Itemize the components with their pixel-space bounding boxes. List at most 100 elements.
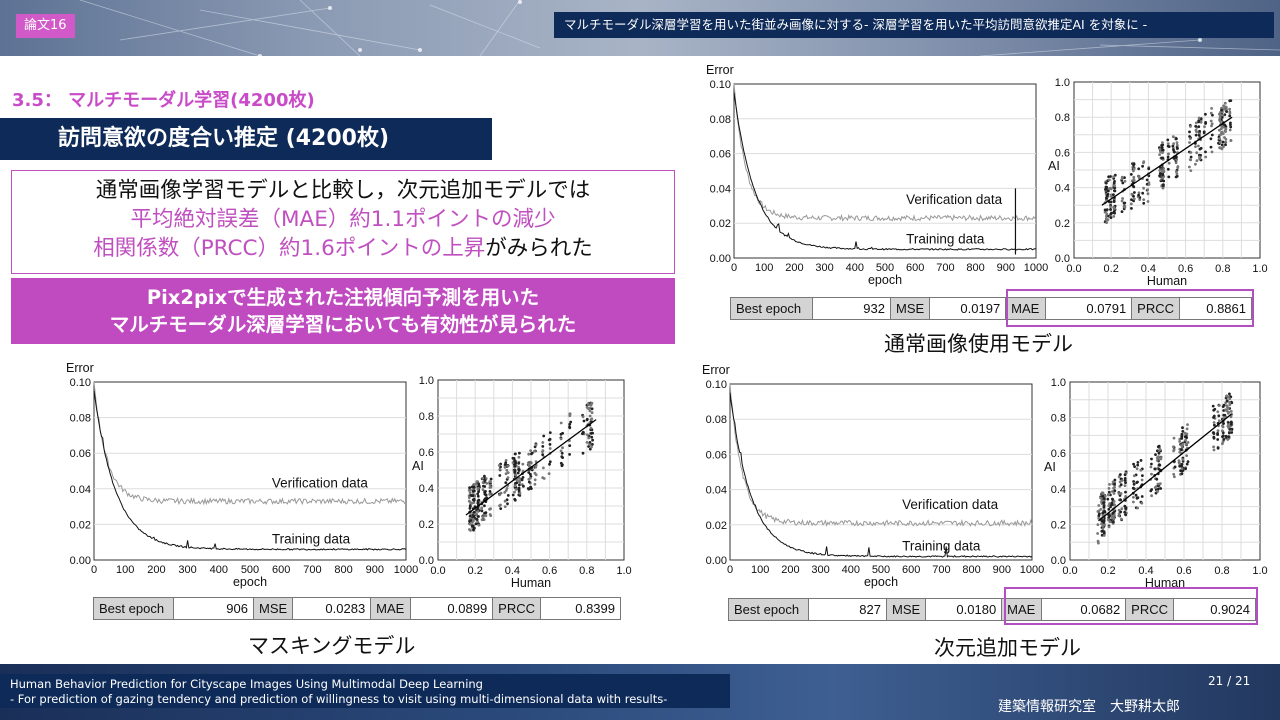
- scatter-point: [1175, 172, 1179, 176]
- scatter-chart-normal: 0.00.0 0.2 0.2 0.4 0.4 0.6 0.6 0.8 0.8 1.0 1.0 AI Hu…: [1048, 77, 1268, 288]
- scatter-point: [1149, 465, 1153, 469]
- scatter-point: [1195, 159, 1199, 162]
- scatter-point: [1216, 429, 1220, 433]
- x-tick-label: 600: [906, 262, 924, 274]
- mae-value: 0.0899: [410, 597, 494, 620]
- scatter-point: [503, 499, 507, 503]
- scatter-point: [527, 471, 531, 474]
- scatter-point: [1218, 137, 1221, 140]
- scatter-point: [518, 483, 521, 487]
- scatter-point: [1106, 497, 1110, 501]
- x-tick-label: 0.0: [1062, 565, 1077, 577]
- scatter-point: [1218, 118, 1221, 122]
- scatter-point: [517, 465, 520, 469]
- x-tick-label: 0.8: [1214, 565, 1229, 577]
- scatter-point: [1166, 142, 1170, 145]
- x-tick-label: 0.6: [542, 565, 557, 577]
- scatter-point: [514, 461, 518, 465]
- scatter-point: [581, 432, 584, 436]
- best-epoch-value: 827: [808, 598, 887, 621]
- scatter-point: [517, 476, 521, 480]
- scatter-point: [1132, 175, 1136, 179]
- scatter-point: [1112, 500, 1116, 503]
- scatter-point: [1218, 141, 1222, 144]
- scatter-point: [1212, 445, 1215, 449]
- scatter-point: [1155, 456, 1159, 460]
- scatter-chart-masking: 0.00.0 0.2 0.2 0.4 0.4 0.6 0.6 0.8 0.8 1.0 1.0 AI Hu…: [412, 375, 632, 590]
- scatter-point: [518, 451, 521, 455]
- metrics-table-normal: Best epoch 932 MSE 0.0197 MAE 0.0791 PRC…: [730, 297, 1252, 320]
- highlight-dimension: [1004, 587, 1258, 625]
- scatter-point: [1167, 152, 1170, 156]
- mse-label: MSE: [252, 597, 294, 620]
- scatter-point: [1188, 158, 1192, 161]
- scatter-point: [471, 489, 475, 493]
- scatter-point: [1157, 451, 1161, 455]
- scatter-point: [1140, 495, 1144, 498]
- scatter-point: [1180, 467, 1184, 470]
- scatter-point: [1216, 438, 1220, 441]
- scatter-point: [1229, 121, 1232, 125]
- x-tick-label: 0.6: [1176, 565, 1191, 577]
- y-tick-label: 0.02: [70, 519, 91, 531]
- scatter-point: [1229, 125, 1233, 129]
- scatter-point: [542, 477, 546, 480]
- scatter-point: [1142, 186, 1145, 190]
- scatter-point: [1108, 520, 1112, 524]
- x-axis-title: Human: [1147, 274, 1187, 288]
- y-tick-label: 0.8: [419, 411, 434, 423]
- scatter-point: [1158, 172, 1162, 175]
- x-tick-label: 0.4: [1138, 565, 1153, 577]
- scatter-point: [1227, 423, 1230, 427]
- scatter-point: [1210, 107, 1213, 110]
- scatter-point: [517, 488, 521, 492]
- scatter-point: [1102, 500, 1106, 504]
- scatter-point: [529, 485, 532, 489]
- x-tick-label: 500: [872, 564, 890, 576]
- scatter-point: [477, 515, 480, 518]
- scatter-point: [468, 486, 471, 490]
- scatter-point: [1158, 482, 1162, 485]
- scatter-point: [499, 507, 503, 510]
- scatter-point: [1098, 512, 1101, 516]
- verification-label: Verification data: [902, 497, 999, 512]
- y-tick-label: 0.2: [1051, 519, 1066, 531]
- scatter-point: [1222, 422, 1225, 425]
- scatter-point: [506, 494, 510, 497]
- metrics-row: Best epoch 906 MSE 0.0283 MAE 0.0899 PRC…: [93, 597, 621, 620]
- scatter-point: [1221, 140, 1225, 144]
- scatter-point: [1121, 197, 1124, 200]
- scatter-point: [518, 492, 522, 495]
- scatter-point: [1124, 481, 1127, 484]
- scatter-point: [1220, 429, 1224, 433]
- scatter-point: [1212, 448, 1216, 452]
- scatter-point: [1137, 191, 1141, 195]
- scatter-point: [522, 484, 525, 488]
- scatter-point: [1107, 504, 1111, 507]
- x-axis-title: epoch: [868, 273, 902, 287]
- scatter-point: [589, 426, 593, 430]
- highlight-normal: [1006, 289, 1254, 327]
- scatter-point: [513, 459, 516, 463]
- scatter-point: [511, 493, 515, 497]
- x-tick-label: 0.8: [1215, 263, 1230, 275]
- x-tick-label: 100: [116, 564, 134, 576]
- scatter-point: [514, 488, 518, 491]
- metrics-table-masking: Best epoch 906 MSE 0.0283 MAE 0.0899 PRC…: [93, 597, 621, 620]
- scatter-point: [1209, 145, 1213, 149]
- scatter-point: [1146, 188, 1150, 191]
- scatter-point: [527, 480, 531, 484]
- scatter-point: [1109, 200, 1113, 204]
- scatter-point: [1216, 432, 1219, 435]
- scatter-point: [1223, 101, 1227, 105]
- scatter-point: [1105, 208, 1109, 212]
- scatter-point: [1156, 487, 1160, 491]
- x-tick-label: 300: [178, 564, 196, 576]
- scatter-point: [1228, 99, 1232, 103]
- x-tick-label: 200: [781, 564, 799, 576]
- header-title: マルチモーダル深層学習を用いた街並み画像に対する- 深層学習を用いた平均訪問意欲…: [554, 12, 1274, 38]
- scatter-point: [1120, 507, 1124, 511]
- scatter-point: [1210, 124, 1213, 128]
- y-axis-title: AI: [1044, 460, 1056, 474]
- y-tick-label: 0.2: [419, 519, 434, 531]
